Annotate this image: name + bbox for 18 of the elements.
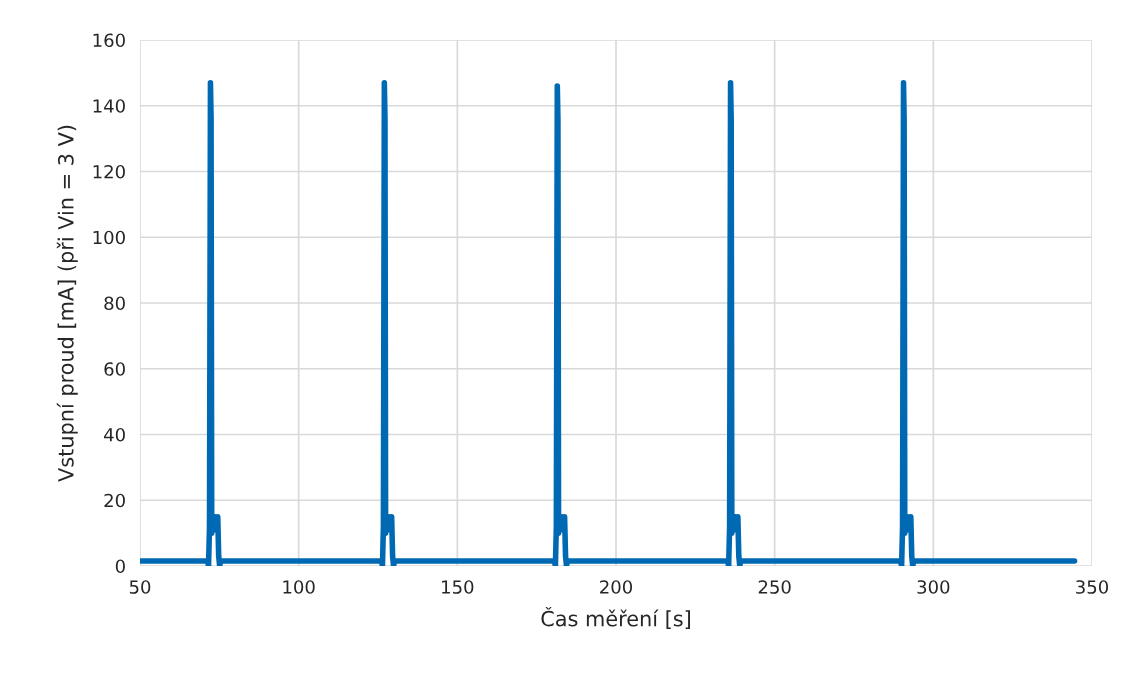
y-tick-label: 160	[93, 33, 125, 48]
y-tick-label: 100	[93, 230, 125, 245]
x-tick-label: 300	[917, 580, 950, 594]
y-tick-label: 60	[104, 362, 125, 376]
x-tick-label: 250	[758, 580, 791, 594]
y-axis-title: Vstupní proud [mA] (při Vin = 3 V)	[56, 125, 78, 482]
y-tick-label: 140	[93, 99, 125, 113]
x-tick-label: 100	[283, 580, 315, 594]
x-tick-label: 200	[600, 580, 633, 594]
x-axis-title: Čas měření [s]	[541, 606, 690, 629]
x-tick-label: 350	[1076, 580, 1109, 594]
x-tick-label: 50	[129, 580, 151, 594]
x-tick-label: 150	[442, 580, 474, 594]
y-tick-label: 80	[104, 296, 125, 311]
y-tick-label: 120	[93, 164, 125, 179]
y-tick-label: 40	[104, 427, 125, 442]
y-tick-label: 20	[104, 493, 125, 508]
y-tick-label: 0	[115, 559, 125, 574]
